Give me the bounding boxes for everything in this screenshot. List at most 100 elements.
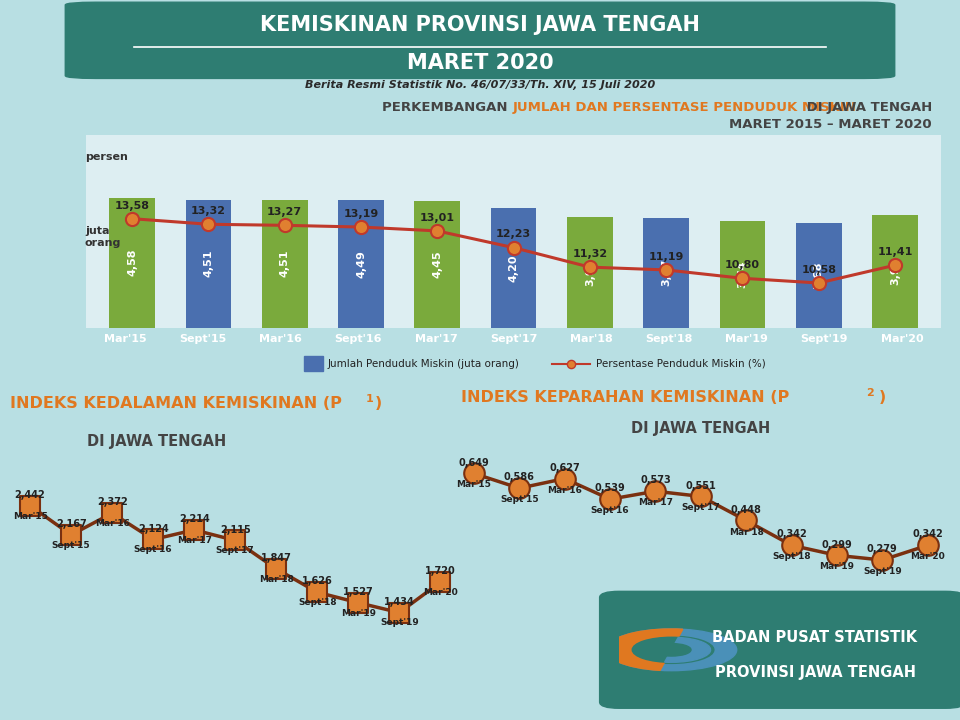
Text: Mar'16: Mar'16 <box>547 485 582 495</box>
Text: Mar'18: Mar'18 <box>570 334 612 344</box>
Text: Sept'18: Sept'18 <box>298 598 337 607</box>
Text: Mar'15: Mar'15 <box>12 512 48 521</box>
Point <box>186 524 202 536</box>
Text: 3,90: 3,90 <box>585 258 595 286</box>
Bar <box>796 223 842 328</box>
Text: 1,720: 1,720 <box>425 567 456 577</box>
Point <box>201 218 216 230</box>
Point <box>564 358 579 369</box>
Text: juta
orang: juta orang <box>84 225 121 248</box>
Text: BADAN PUSAT STATISTIK: BADAN PUSAT STATISTIK <box>712 630 918 645</box>
Text: ): ) <box>878 390 886 405</box>
Text: Sept'16: Sept'16 <box>334 334 382 344</box>
Text: DI JAWA TENGAH: DI JAWA TENGAH <box>631 420 771 436</box>
Text: Mar'15: Mar'15 <box>104 334 147 344</box>
Text: MARET 2015 – MARET 2020: MARET 2015 – MARET 2020 <box>730 118 932 131</box>
Point <box>512 482 527 494</box>
Text: Sept'15: Sept'15 <box>180 334 227 344</box>
Point <box>350 597 366 608</box>
Text: 1,527: 1,527 <box>343 587 373 597</box>
Text: Mar'16: Mar'16 <box>259 334 302 344</box>
Point <box>738 515 754 526</box>
Text: 11,19: 11,19 <box>649 252 684 262</box>
Text: Berita Resmi Statistik No. 46/07/33/Th. XIV, 15 Juli 2020: Berita Resmi Statistik No. 46/07/33/Th. … <box>305 80 655 90</box>
Text: Sept'17: Sept'17 <box>490 334 538 344</box>
Point <box>557 473 572 485</box>
Text: 3,87: 3,87 <box>661 259 671 287</box>
Text: 2: 2 <box>866 389 875 398</box>
Text: 1,626: 1,626 <box>301 577 332 586</box>
Bar <box>304 356 324 372</box>
Text: 0,586: 0,586 <box>504 472 535 482</box>
Text: Sept'16: Sept'16 <box>133 545 173 554</box>
Text: 2,167: 2,167 <box>56 519 86 529</box>
Text: Mar'20: Mar'20 <box>910 552 945 562</box>
Text: INDEKS KEDALAMAN KEMISKINAN (P: INDEKS KEDALAMAN KEMISKINAN (P <box>10 397 342 411</box>
Point <box>63 529 79 541</box>
Circle shape <box>606 629 736 671</box>
Point <box>887 259 902 271</box>
Point <box>602 493 617 505</box>
Text: 2,124: 2,124 <box>138 523 169 534</box>
Text: 0,342: 0,342 <box>912 529 943 539</box>
Text: Mar'20: Mar'20 <box>423 588 458 597</box>
Text: 2,214: 2,214 <box>179 514 209 524</box>
Point <box>353 221 369 233</box>
Point <box>309 587 324 598</box>
Point <box>829 549 845 561</box>
Text: Mar'17: Mar'17 <box>177 536 212 545</box>
Text: Mar'20: Mar'20 <box>880 334 924 344</box>
Text: 2,115: 2,115 <box>220 525 251 534</box>
Text: 11,41: 11,41 <box>877 247 913 257</box>
Text: DI JAWA TENGAH: DI JAWA TENGAH <box>802 101 932 114</box>
Bar <box>491 208 537 328</box>
Bar <box>720 222 765 328</box>
FancyBboxPatch shape <box>600 591 960 708</box>
Point <box>269 563 284 575</box>
Text: 13,01: 13,01 <box>420 212 455 222</box>
Text: Sept'18: Sept'18 <box>645 334 692 344</box>
Wedge shape <box>664 637 710 662</box>
Text: 12,23: 12,23 <box>496 230 531 240</box>
Text: Sept'16: Sept'16 <box>590 506 630 516</box>
Text: 0,627: 0,627 <box>549 463 580 473</box>
Text: Sept'15: Sept'15 <box>52 541 90 550</box>
Point <box>875 554 890 566</box>
Text: 11,32: 11,32 <box>572 249 608 259</box>
Text: 13,32: 13,32 <box>191 206 226 216</box>
Text: 3,98: 3,98 <box>890 257 900 285</box>
Text: DI JAWA TENGAH: DI JAWA TENGAH <box>87 434 227 449</box>
Point <box>648 485 663 497</box>
Text: Mar'15: Mar'15 <box>456 480 492 490</box>
Text: 0,649: 0,649 <box>459 458 490 467</box>
Text: Mar'17: Mar'17 <box>415 334 457 344</box>
Text: 0,448: 0,448 <box>731 505 761 515</box>
Text: KEMISKINAN PROVINSI JAWA TENGAH: KEMISKINAN PROVINSI JAWA TENGAH <box>260 15 700 35</box>
Text: 10,58: 10,58 <box>802 265 836 275</box>
Point <box>146 534 161 545</box>
Point <box>105 508 120 519</box>
Text: Sept'19: Sept'19 <box>380 618 419 627</box>
Point <box>433 577 448 588</box>
Text: JUMLAH DAN PERSENTASE PENDUDUK MISKIN: JUMLAH DAN PERSENTASE PENDUDUK MISKIN <box>513 101 856 114</box>
Point <box>693 490 708 502</box>
Point <box>582 261 597 273</box>
Text: 4,51: 4,51 <box>279 250 290 277</box>
Point <box>920 539 935 551</box>
Point <box>125 213 140 225</box>
Text: 2,442: 2,442 <box>14 490 45 500</box>
FancyBboxPatch shape <box>65 2 895 78</box>
Text: Sept'17: Sept'17 <box>216 546 254 555</box>
Point <box>506 242 521 253</box>
Text: 1,847: 1,847 <box>261 553 292 563</box>
Bar <box>415 202 460 328</box>
Wedge shape <box>606 629 683 670</box>
Text: 0,342: 0,342 <box>777 529 807 539</box>
Text: Mar'17: Mar'17 <box>637 498 673 508</box>
Point <box>734 273 750 284</box>
Point <box>784 539 800 551</box>
Text: 10,80: 10,80 <box>725 260 760 270</box>
Text: Sept'15: Sept'15 <box>500 495 539 504</box>
Text: Sept'18: Sept'18 <box>772 552 811 562</box>
Text: 1: 1 <box>366 394 373 404</box>
